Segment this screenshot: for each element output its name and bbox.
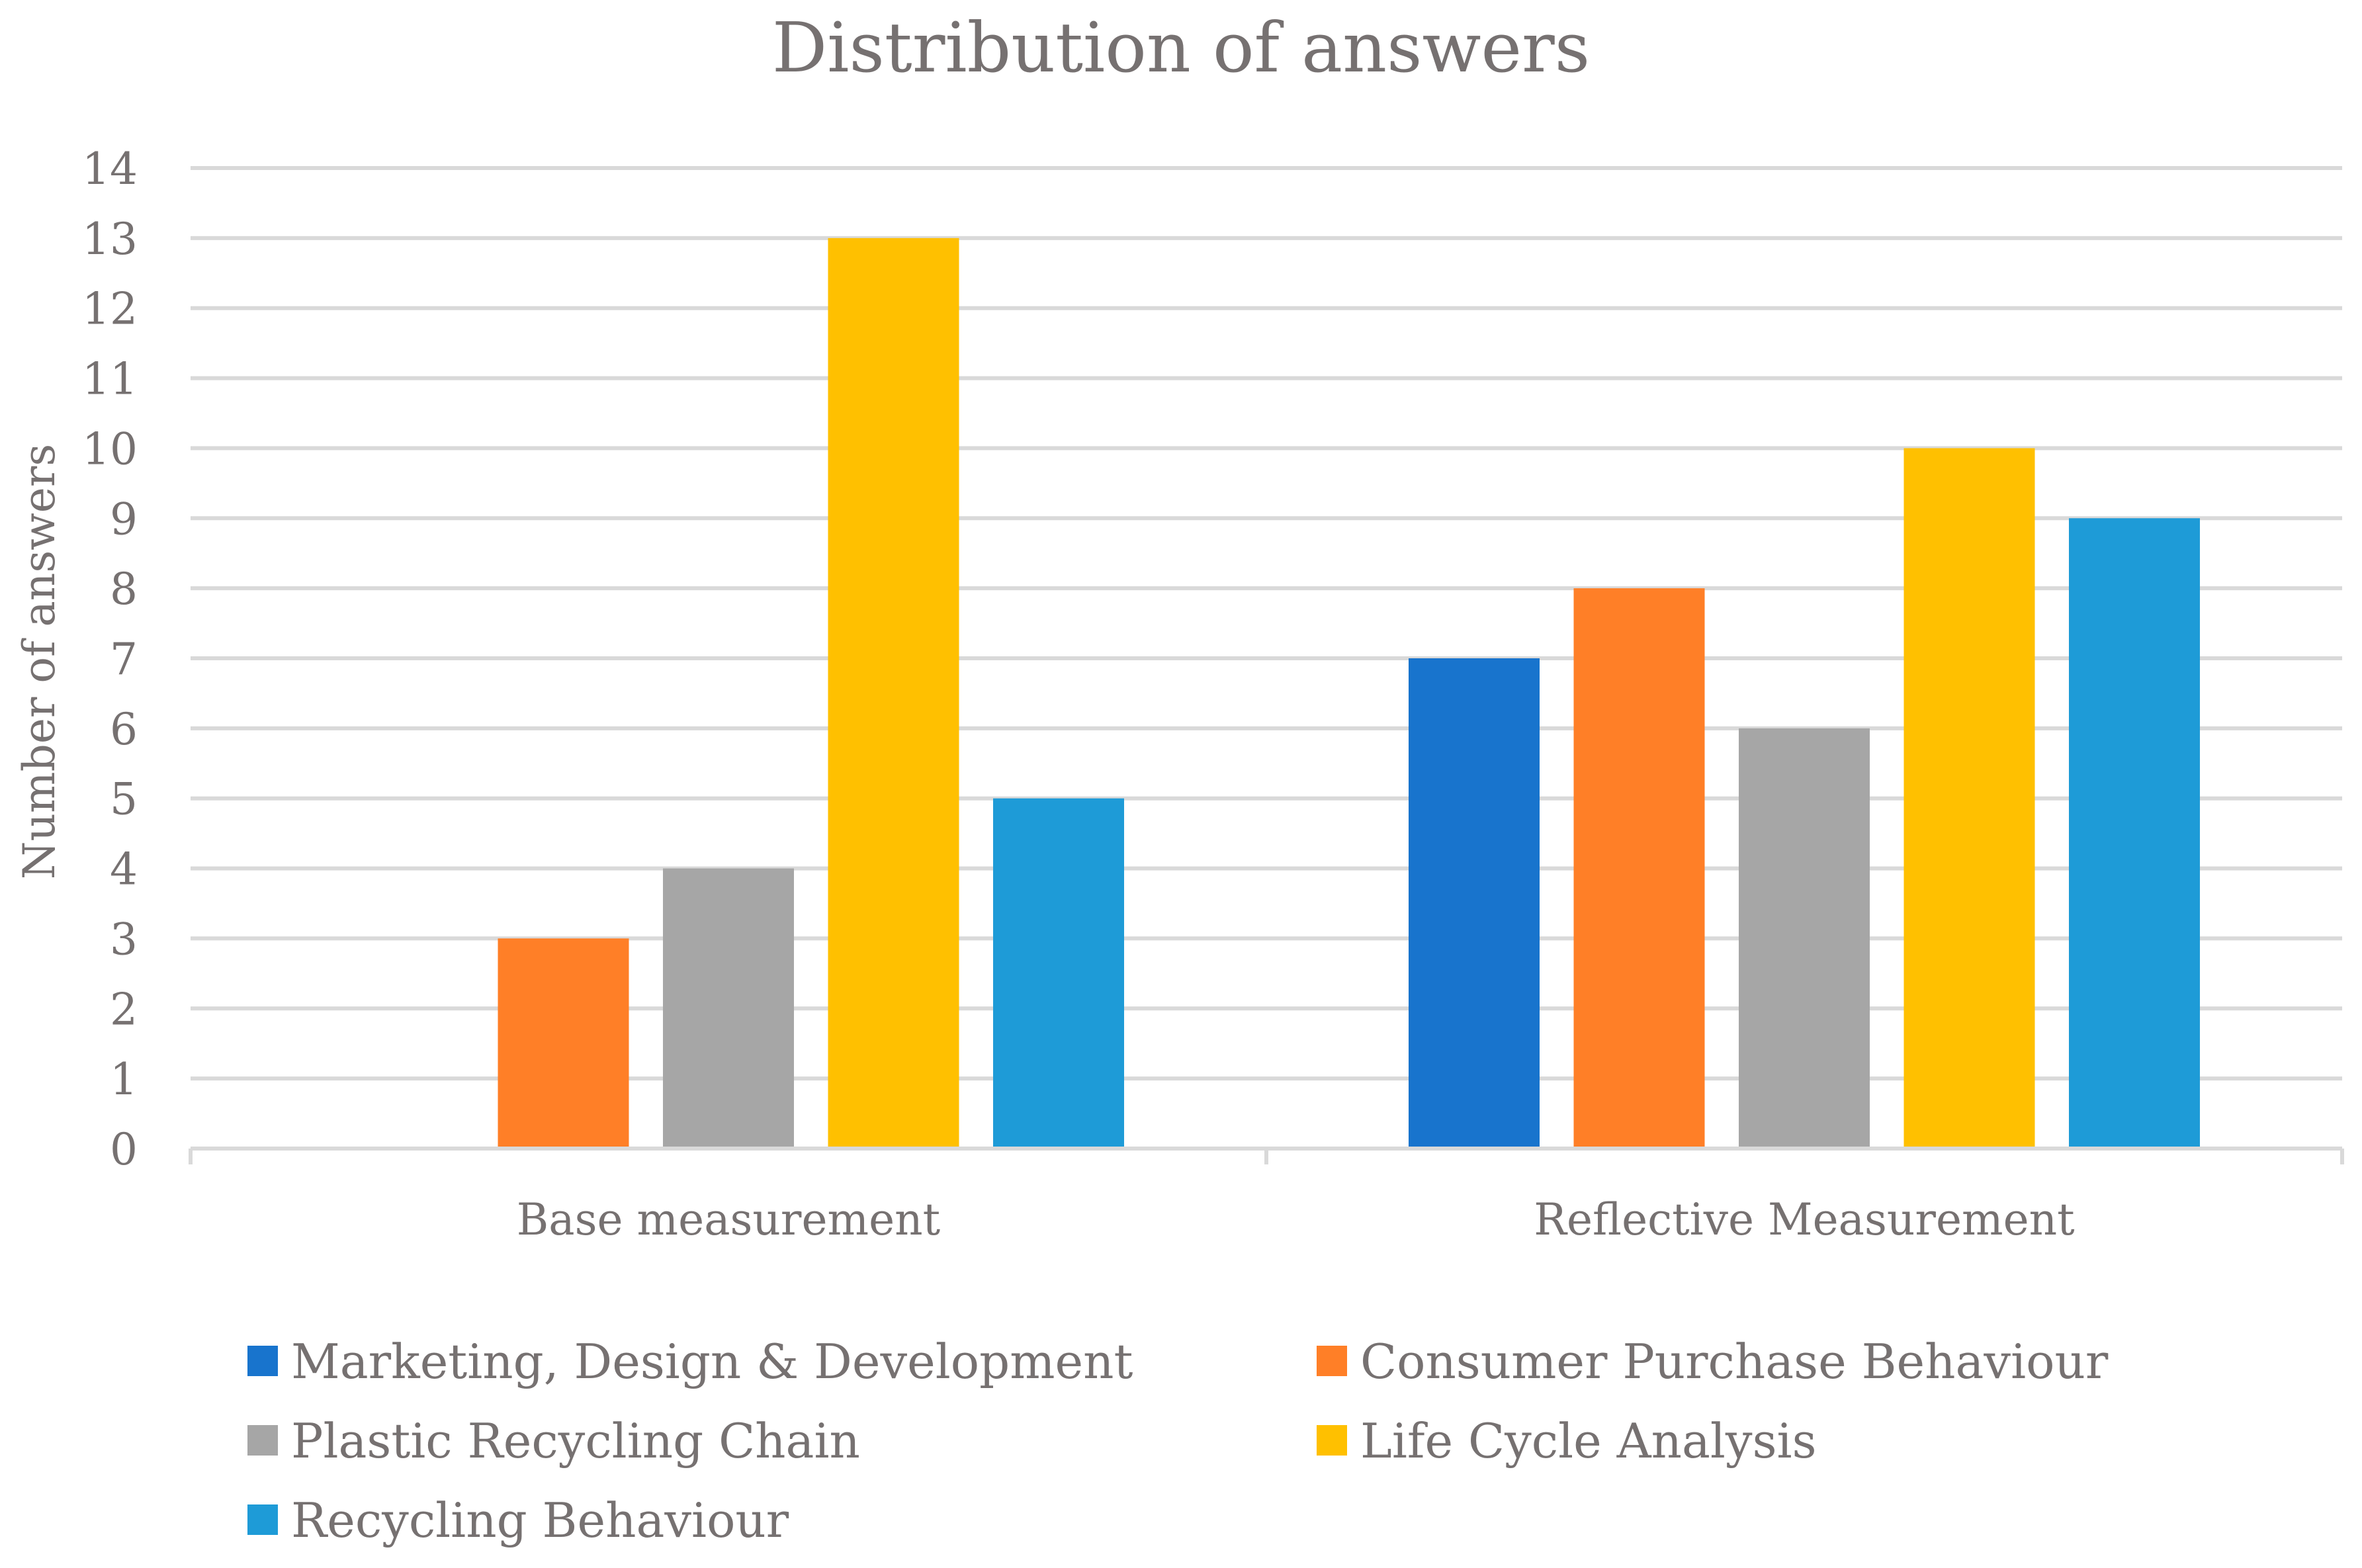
y-tick-label: 5 bbox=[110, 774, 138, 825]
bars bbox=[498, 238, 2200, 1149]
bar bbox=[498, 938, 629, 1149]
legend-label: Recycling Behaviour bbox=[291, 1493, 789, 1548]
legend-swatch bbox=[247, 1346, 278, 1376]
legend-swatch bbox=[1317, 1346, 1347, 1376]
legend-label: Plastic Recycling Chain bbox=[291, 1413, 860, 1469]
y-tick-label: 10 bbox=[82, 423, 138, 474]
x-axis bbox=[189, 1147, 2344, 1164]
bar bbox=[2069, 518, 2200, 1149]
bar bbox=[1573, 588, 1705, 1149]
x-category-label: Base measurement bbox=[517, 1194, 940, 1245]
x-axis-categories: Base measurement Reflective Measurement bbox=[517, 1194, 2075, 1245]
y-tick-label: 11 bbox=[82, 354, 138, 405]
y-tick-label: 0 bbox=[110, 1124, 138, 1175]
y-tick-label: 9 bbox=[110, 494, 138, 544]
y-axis-label: Number of answers bbox=[14, 444, 65, 880]
y-tick-label: 2 bbox=[110, 984, 138, 1035]
x-category-label: Reflective Measurement bbox=[1534, 1194, 2074, 1245]
legend-label: Consumer Purchase Behaviour bbox=[1360, 1334, 2109, 1389]
bar bbox=[1739, 728, 1870, 1149]
legend-label: Life Cycle Analysis bbox=[1360, 1413, 1817, 1469]
y-tick-label: 14 bbox=[82, 144, 138, 195]
bar bbox=[1903, 448, 2035, 1149]
legend-swatch bbox=[247, 1504, 278, 1535]
y-tick-label: 7 bbox=[110, 634, 138, 685]
chart-title: Distribution of answers bbox=[772, 7, 1590, 88]
bar bbox=[993, 798, 1124, 1149]
y-tick-label: 4 bbox=[110, 844, 138, 895]
legend-swatch bbox=[247, 1425, 278, 1456]
y-tick-label: 8 bbox=[110, 564, 138, 615]
y-tick-label: 12 bbox=[82, 284, 138, 335]
legend: Marketing, Design & Development Consumer … bbox=[247, 1334, 2109, 1548]
y-tick-label: 6 bbox=[110, 704, 138, 755]
bar bbox=[663, 868, 794, 1149]
legend-label: Marketing, Design & Development bbox=[291, 1334, 1133, 1389]
legend-swatch bbox=[1317, 1425, 1347, 1456]
bar bbox=[1409, 658, 1540, 1149]
gridlines bbox=[191, 166, 2342, 1081]
bar bbox=[828, 238, 959, 1149]
y-tick-label: 13 bbox=[82, 214, 138, 265]
y-tick-label: 1 bbox=[110, 1054, 138, 1105]
y-tick-label: 3 bbox=[110, 914, 138, 965]
